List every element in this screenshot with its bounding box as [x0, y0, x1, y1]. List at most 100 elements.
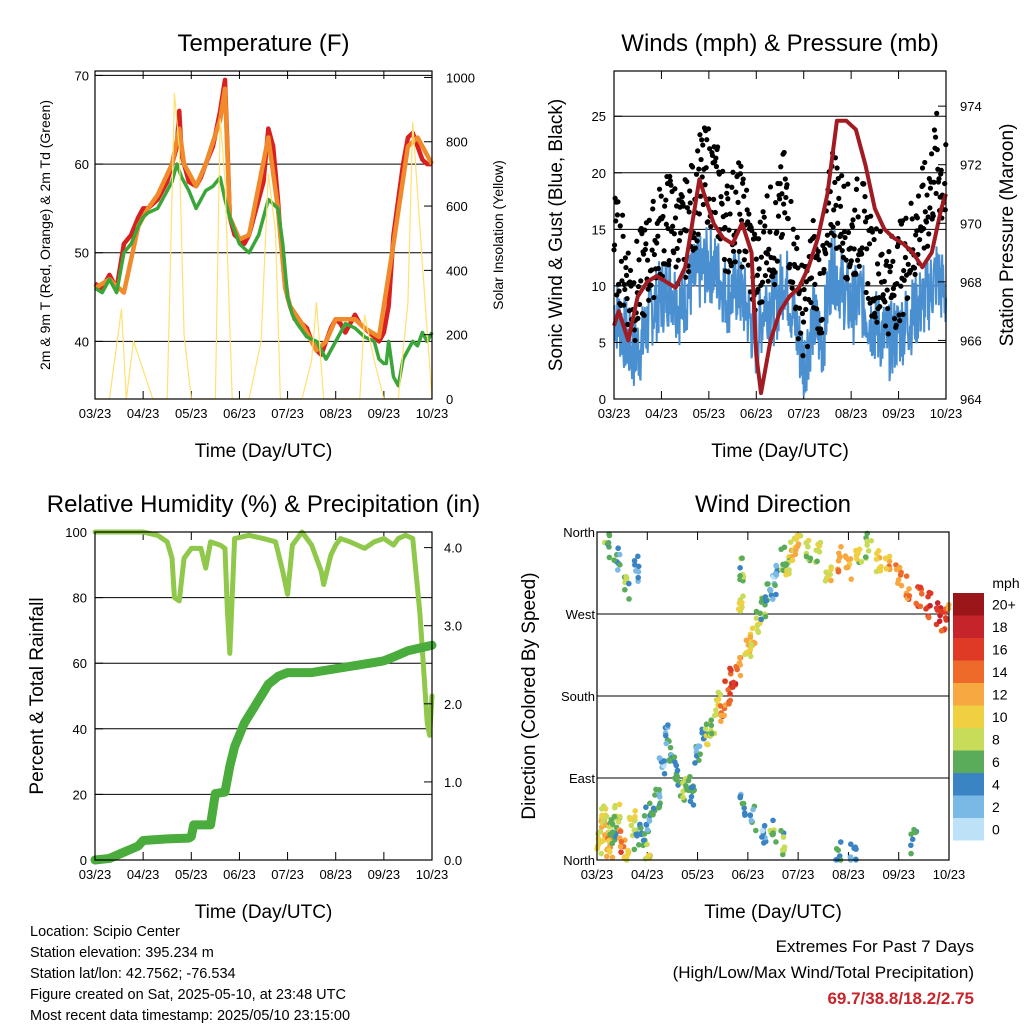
- direction-point: [652, 792, 658, 798]
- gust-point: [651, 294, 657, 301]
- direction-point: [737, 793, 744, 800]
- gust-point: [702, 182, 708, 188]
- direction-point: [779, 846, 786, 853]
- direction-point: [616, 801, 623, 808]
- extremes-box: Extremes For Past 7 Days (High/Low/Max W…: [673, 934, 974, 1012]
- direction-point: [622, 586, 628, 593]
- gust-point: [839, 173, 845, 179]
- y-tick-label: 25: [592, 109, 606, 124]
- direction-point: [656, 794, 663, 800]
- direction-point: [611, 813, 618, 820]
- gust-point: [724, 190, 730, 196]
- direction-point: [933, 605, 940, 611]
- direction-point: [612, 804, 618, 811]
- gust-point: [858, 251, 865, 257]
- gust-point: [741, 193, 747, 199]
- direction-points: [594, 530, 952, 863]
- direction-point: [938, 608, 945, 615]
- direction-point: [667, 744, 674, 751]
- direction-point: [616, 551, 623, 558]
- y-axis-label: Direction (Colored By Speed): [519, 572, 540, 819]
- direction-point: [828, 577, 834, 584]
- gust-point: [722, 224, 728, 231]
- direction-point: [715, 696, 722, 703]
- direction-point: [816, 549, 823, 555]
- direction-point: [600, 803, 607, 809]
- gust-point: [732, 259, 738, 265]
- gust-point: [902, 254, 909, 261]
- gust-point: [931, 127, 938, 133]
- gust-point: [697, 193, 704, 199]
- series-line-3: [95, 92, 433, 400]
- x-axis-label: Time (Day/UTC): [711, 441, 849, 462]
- y2-tick-label: 968: [960, 275, 982, 290]
- elevation-text: Station elevation: 395.234 m: [30, 945, 214, 961]
- direction-point: [596, 840, 603, 846]
- direction-point: [598, 850, 605, 857]
- y-tick-label: 20: [73, 787, 87, 802]
- gust-point: [877, 228, 883, 234]
- gust-point: [625, 321, 631, 327]
- gust-point: [869, 229, 875, 235]
- gust-point: [798, 330, 804, 336]
- direction-point: [938, 628, 945, 634]
- gust-point: [855, 214, 861, 220]
- legend-label: 14: [992, 664, 1008, 680]
- gust-point: [765, 251, 771, 257]
- chart-title: Winds (mph) & Pressure (mb): [621, 30, 938, 57]
- gust-point: [808, 299, 814, 306]
- gust-point: [672, 186, 678, 192]
- gust-point: [831, 207, 837, 213]
- gust-point: [645, 286, 651, 292]
- gust-point: [627, 267, 634, 274]
- direction-point: [772, 570, 779, 577]
- gust-point: [689, 164, 696, 170]
- direction-point: [703, 741, 710, 747]
- gust-point: [651, 251, 658, 258]
- gust-point: [668, 182, 674, 188]
- gust-point: [834, 165, 840, 171]
- gust-point: [865, 280, 871, 287]
- gust-point: [614, 212, 621, 218]
- gust-point: [890, 285, 897, 292]
- gust-point: [810, 217, 816, 224]
- gust-point: [695, 231, 701, 237]
- direction-point: [627, 816, 634, 823]
- gust-point: [885, 331, 891, 337]
- gust-point: [887, 269, 893, 275]
- extremes-subtitle: (High/Low/Max Wind/Total Precipitation): [672, 963, 974, 982]
- direction-point: [615, 819, 622, 825]
- gust-point: [821, 266, 827, 273]
- direction-point: [656, 755, 663, 761]
- legend-swatch: [953, 660, 984, 683]
- direction-point: [655, 804, 662, 811]
- gust-point: [646, 217, 652, 223]
- gust-point: [643, 241, 649, 247]
- y-axis-label: Percent & Total Rainfall: [27, 597, 48, 794]
- gust-point: [707, 146, 713, 152]
- gust-point: [751, 231, 758, 237]
- gust-point: [738, 163, 744, 169]
- gust-point: [832, 179, 838, 186]
- gust-point: [784, 182, 790, 188]
- direction-point: [737, 565, 743, 571]
- gust-point: [795, 265, 801, 271]
- gust-point: [845, 181, 851, 187]
- y-tick-label: 100: [65, 525, 87, 540]
- gust-point: [762, 223, 768, 229]
- gust-point: [882, 323, 889, 329]
- direction-point: [878, 563, 884, 570]
- gust-point: [779, 191, 785, 197]
- y2-tick-label: 974: [960, 99, 982, 114]
- gust-point: [684, 179, 690, 185]
- gust-point: [911, 265, 918, 271]
- legend-swatch: [953, 750, 984, 773]
- direction-point: [684, 786, 690, 793]
- y-tick-label: North: [563, 853, 595, 868]
- direction-point: [761, 822, 768, 829]
- gust-point: [631, 327, 638, 333]
- legend-label: 20+: [992, 596, 1016, 612]
- direction-point: [632, 562, 638, 568]
- direction-point: [715, 689, 722, 696]
- direction-point: [814, 558, 820, 565]
